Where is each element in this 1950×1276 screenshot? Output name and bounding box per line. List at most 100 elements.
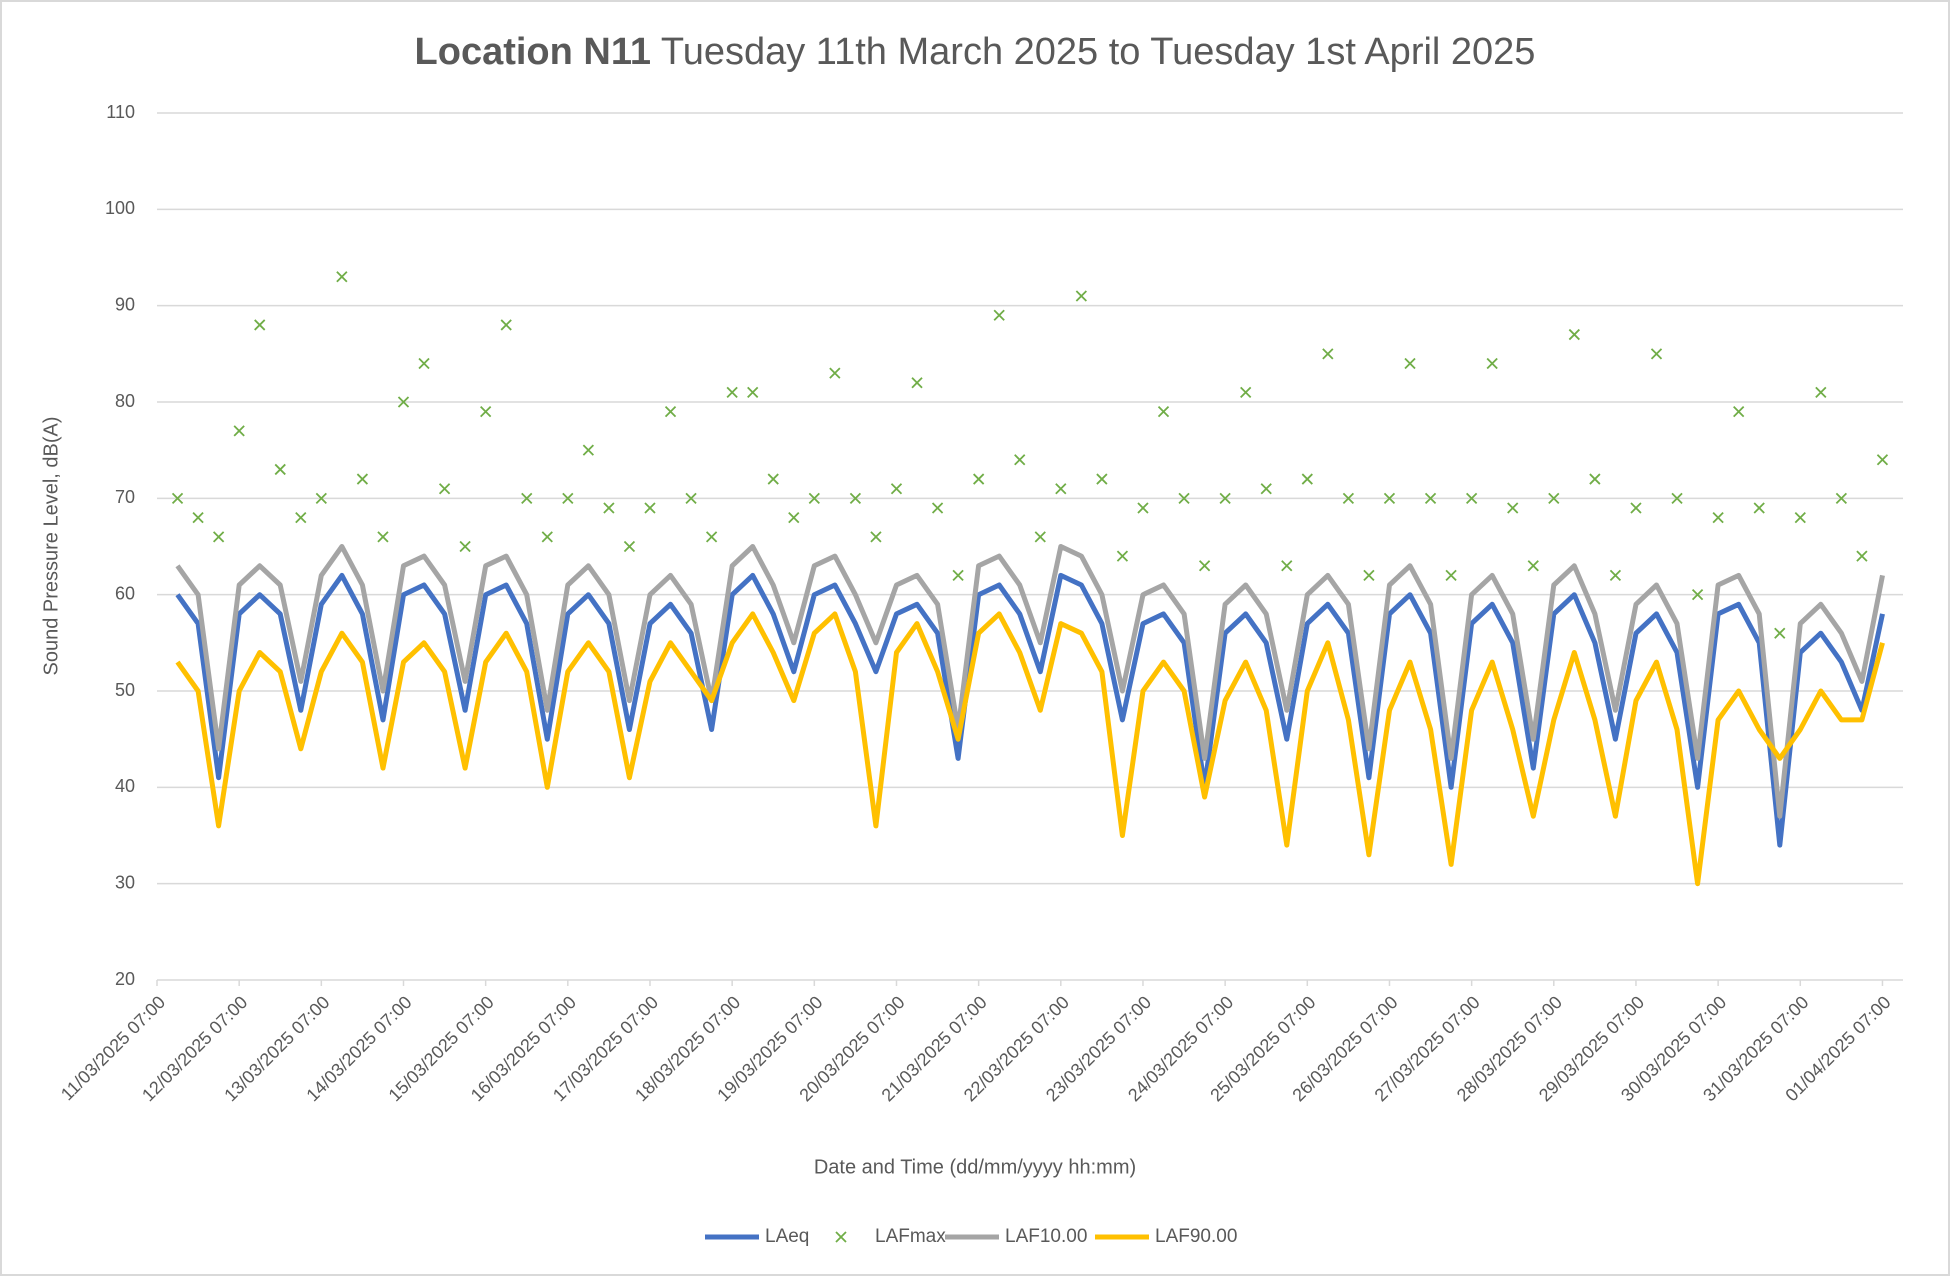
marker-x bbox=[582, 444, 595, 456]
legend-item: LAF90.00 bbox=[1095, 1226, 1237, 1247]
marker-x bbox=[1774, 627, 1786, 639]
marker-x bbox=[377, 531, 389, 543]
marker-x bbox=[500, 319, 512, 331]
legend-item: LAFmax bbox=[835, 1226, 946, 1247]
legend-marker bbox=[835, 1231, 847, 1243]
y-tick-label: 100 bbox=[105, 198, 135, 218]
marker-x bbox=[480, 405, 492, 418]
marker-x bbox=[1815, 386, 1827, 399]
marker-x bbox=[1198, 560, 1211, 572]
marker-x bbox=[1589, 473, 1601, 485]
marker-x bbox=[1466, 492, 1478, 504]
marker-x bbox=[685, 492, 697, 504]
marker-x bbox=[931, 502, 944, 514]
marker-x bbox=[1260, 483, 1272, 495]
marker-x bbox=[459, 540, 471, 553]
marker-x bbox=[254, 319, 266, 331]
marker-x bbox=[726, 386, 738, 399]
marker-x bbox=[603, 502, 615, 514]
y-tick-label: 110 bbox=[106, 102, 135, 122]
y-tick-label: 20 bbox=[115, 969, 135, 989]
chart-title: Location N11 Tuesday 11th March 2025 to … bbox=[415, 31, 1536, 73]
marker-x bbox=[1342, 492, 1355, 504]
marker-x bbox=[1383, 492, 1396, 504]
marker-x bbox=[1486, 357, 1498, 370]
x-axis-label: Date and Time (dd/mm/yyyy hh:mm) bbox=[814, 1156, 1136, 1178]
series-line bbox=[175, 544, 1885, 819]
y-tick-label: 60 bbox=[115, 583, 135, 603]
marker-x bbox=[1753, 502, 1765, 514]
marker-x bbox=[1404, 357, 1416, 370]
marker-x bbox=[1507, 502, 1519, 514]
marker-x bbox=[911, 377, 923, 389]
title-bold: Location N11 bbox=[415, 31, 652, 73]
marker-x bbox=[973, 473, 985, 485]
y-tick-label: 80 bbox=[115, 391, 135, 411]
marker-x bbox=[418, 357, 430, 370]
marker-x bbox=[233, 425, 245, 437]
marker-x bbox=[541, 531, 553, 543]
y-axis-label: Sound Pressure Level, dB(A) bbox=[40, 416, 62, 675]
marker-x bbox=[1445, 569, 1457, 582]
legend-label: LAF90.00 bbox=[1155, 1226, 1237, 1247]
marker-x bbox=[1691, 589, 1704, 601]
marker-x bbox=[521, 492, 533, 504]
title-rest: Tuesday 11th March 2025 to Tuesday 1st A… bbox=[661, 31, 1536, 73]
marker-x bbox=[1322, 348, 1334, 360]
plot-area bbox=[171, 271, 1889, 887]
title-space bbox=[651, 31, 661, 73]
marker-x bbox=[952, 569, 964, 582]
marker-x bbox=[767, 473, 779, 485]
marker-x bbox=[1014, 454, 1026, 466]
y-tick-label: 40 bbox=[115, 776, 135, 796]
marker-x bbox=[664, 405, 677, 418]
marker-x bbox=[1856, 550, 1868, 562]
legend-label: LAFmax bbox=[875, 1226, 946, 1247]
marker-x bbox=[171, 492, 184, 504]
y-tick-label: 30 bbox=[115, 872, 135, 892]
legend-label: LAeq bbox=[765, 1226, 809, 1247]
marker-x bbox=[788, 511, 800, 524]
marker-x bbox=[1712, 511, 1724, 524]
marker-x bbox=[1835, 492, 1848, 504]
marker-x bbox=[808, 492, 820, 504]
marker-x bbox=[1527, 560, 1539, 572]
marker-x bbox=[1055, 483, 1067, 495]
y-tick-label: 70 bbox=[115, 487, 135, 507]
marker-x bbox=[870, 531, 882, 543]
marker-x bbox=[1281, 560, 1293, 572]
marker-x bbox=[1240, 386, 1252, 399]
marker-x bbox=[1876, 454, 1889, 466]
legend-item: LAF10.00 bbox=[945, 1226, 1087, 1247]
marker-x bbox=[1075, 290, 1087, 302]
marker-x bbox=[1096, 473, 1108, 485]
marker-x bbox=[1630, 502, 1642, 514]
marker-x bbox=[1733, 405, 1745, 418]
marker-x bbox=[1794, 511, 1806, 524]
marker-x bbox=[1609, 569, 1622, 582]
marker-x bbox=[829, 367, 841, 379]
y-tick-label: 90 bbox=[115, 294, 135, 314]
marker-x bbox=[562, 492, 574, 504]
marker-x bbox=[849, 492, 862, 504]
marker-x bbox=[1568, 328, 1580, 341]
marker-x bbox=[295, 511, 307, 524]
marker-x bbox=[1424, 492, 1437, 504]
series-line bbox=[175, 572, 1885, 848]
marker-x bbox=[397, 396, 410, 408]
marker-x bbox=[1116, 550, 1129, 562]
marker-x bbox=[1548, 492, 1560, 504]
marker-x bbox=[705, 531, 718, 543]
marker-x bbox=[1178, 492, 1190, 504]
marker-x bbox=[747, 386, 759, 399]
marker-x bbox=[274, 463, 286, 476]
legend: LAeq LAFmax LAF10.00 LAF90.00 bbox=[705, 1226, 1237, 1247]
marker-x bbox=[623, 540, 636, 553]
marker-x bbox=[1671, 492, 1683, 504]
marker-x bbox=[1363, 569, 1375, 582]
marker-x bbox=[890, 483, 903, 495]
marker-x bbox=[1157, 405, 1170, 418]
legend-label: LAF10.00 bbox=[1005, 1226, 1087, 1247]
marker-x bbox=[315, 492, 327, 504]
